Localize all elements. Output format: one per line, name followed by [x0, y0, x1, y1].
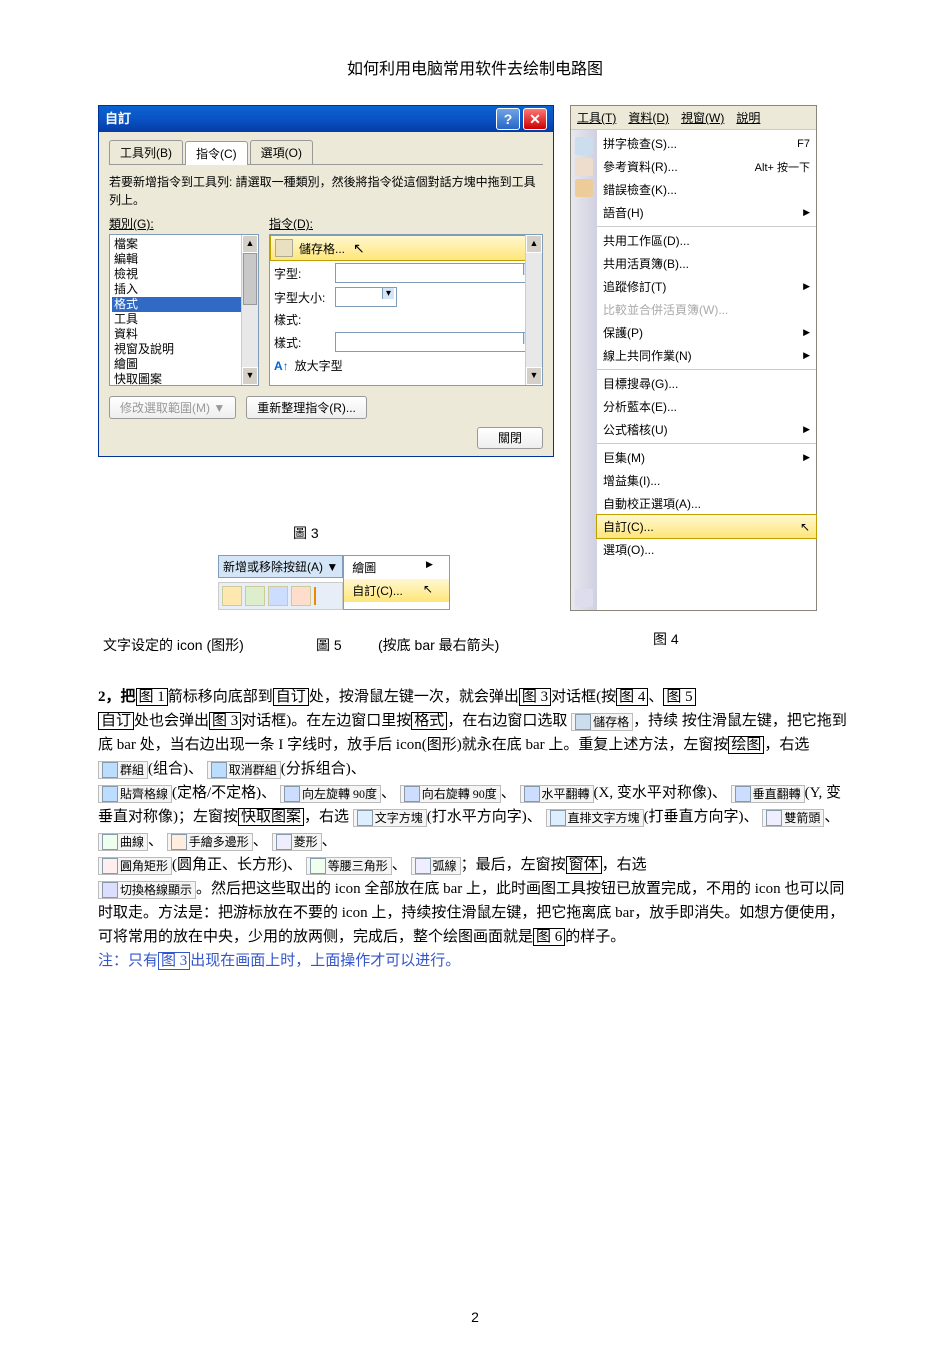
- add-remove-dropdown[interactable]: 新增或移除按鈕(A) ▼: [218, 555, 343, 578]
- cursor-icon: ↖: [353, 240, 365, 257]
- popup-menu: 繪圖▶ 自訂(C)...↖: [343, 555, 450, 610]
- freeform-icon: [171, 834, 187, 850]
- menu-item[interactable]: 拼字檢查(S)...F7: [597, 132, 816, 155]
- menu-item[interactable]: 共用工作區(D)...: [597, 229, 816, 252]
- menu-item[interactable]: 自訂(C)...↖: [596, 514, 817, 539]
- curve-icon: [102, 834, 118, 850]
- menu-help[interactable]: 說明: [730, 106, 766, 129]
- research-icon: [575, 158, 593, 176]
- caption-arrow: (按底 bar 最右箭头): [378, 635, 499, 655]
- flip-h-icon: [524, 786, 540, 802]
- icon1[interactable]: [222, 586, 242, 606]
- close-icon[interactable]: ✕: [523, 108, 547, 130]
- instruction-text: 若要新增指令到工具列: 請選取一種類別，然後將指令從這個對話方塊中拖到工具列上。: [109, 173, 543, 209]
- tab-commands[interactable]: 指令(C): [185, 141, 248, 165]
- rotate-right-icon: [404, 786, 420, 802]
- doc-title: 如何利用电脑常用软件去绘制电路图: [0, 0, 950, 79]
- close-button[interactable]: 關閉: [477, 427, 543, 449]
- page-number: 2: [0, 1309, 950, 1325]
- category-label: 類別(G):: [109, 215, 259, 232]
- menu-item[interactable]: 線上共同作業(N)▶: [597, 344, 816, 367]
- textbox-icon: [357, 810, 373, 826]
- commands-listbox[interactable]: 儲存格... ↖ 字型: 字型大小: 樣式: 樣式: A↑ 放大字型 ▲: [269, 234, 543, 386]
- menu-item[interactable]: 參考資料(R)...Alt+ 按一下: [597, 155, 816, 178]
- font-combo[interactable]: [335, 263, 538, 283]
- reset-button[interactable]: 重新整理指令(R)...: [246, 396, 367, 419]
- save-cell-icon: [575, 714, 591, 730]
- menu-item[interactable]: 目標搜尋(G)...: [597, 372, 816, 395]
- triangle-icon: [310, 858, 326, 874]
- dialog-title: 自訂: [105, 106, 131, 132]
- popup-draw[interactable]: 繪圖▶: [344, 556, 449, 579]
- menu-item[interactable]: 共用活頁簿(B)...: [597, 252, 816, 275]
- autocorrect-icon: [575, 589, 593, 607]
- caption-fig4: 图 4: [653, 629, 679, 649]
- toolbar-icons: [218, 582, 343, 610]
- spellcheck-icon: [575, 137, 593, 155]
- menu-item[interactable]: 公式稽核(U)▶: [597, 418, 816, 441]
- category-listbox[interactable]: 檔案 編輯 檢視 插入 格式 工具 資料 視窗及說明 繪圖 快取圖案 圖表: [109, 234, 259, 386]
- menu-data[interactable]: 資料(D): [622, 106, 675, 129]
- diamond-icon: [276, 834, 292, 850]
- caption-fig5: 圖 5: [316, 635, 342, 655]
- cmd-save-cell[interactable]: 儲存格... ↖: [270, 235, 542, 261]
- customize-dialog: 自訂 ? ✕ 工具列(B) 指令(C) 選項(O) 若要新增指令到工具列: 請選…: [98, 105, 554, 457]
- caption-fig3: 圖 3: [293, 523, 319, 543]
- menu-item[interactable]: 追蹤修訂(T)▶: [597, 275, 816, 298]
- menu-item[interactable]: 語音(H)▶: [597, 201, 816, 224]
- menu-item: 比較並合併活頁簿(W)...: [597, 298, 816, 321]
- menu-item[interactable]: 錯誤檢查(K)...: [597, 178, 816, 201]
- menu-item[interactable]: 選項(O)...: [597, 538, 816, 561]
- ungroup-icon: [211, 762, 227, 778]
- rotate-left-icon: [284, 786, 300, 802]
- modify-button: 修改選取範圍(M) ▼: [109, 396, 236, 419]
- arc-icon: [415, 858, 431, 874]
- menu-item[interactable]: 自動校正選項(A)...: [597, 492, 816, 515]
- scrollbar[interactable]: ▲ ▼: [525, 235, 542, 385]
- tab-options[interactable]: 選項(O): [250, 140, 313, 164]
- menu-item[interactable]: 巨集(M)▶: [597, 446, 816, 469]
- icon4[interactable]: [291, 586, 311, 606]
- popup-customize[interactable]: 自訂(C)...↖: [344, 579, 449, 602]
- vtext-icon: [550, 810, 566, 826]
- menu-tools[interactable]: 工具(T): [571, 106, 622, 129]
- tab-toolbars[interactable]: 工具列(B): [109, 140, 183, 164]
- scrollbar[interactable]: ▲ ▼: [241, 235, 258, 385]
- icon2[interactable]: [245, 586, 265, 606]
- cell-icon: [275, 239, 293, 257]
- snap-icon: [102, 786, 118, 802]
- body-text: 2，把图 1箭标移向底部到自订处，按滑鼠左键一次，就会弹出图 3对话框(按图 4…: [98, 685, 848, 973]
- tools-menu: 工具(T) 資料(D) 視窗(W) 說明 拼字檢查(S)...F7參考資料(R)…: [570, 105, 817, 611]
- help-button[interactable]: ?: [496, 108, 520, 130]
- gridlines-icon: [102, 882, 118, 898]
- style-combo[interactable]: [335, 332, 538, 352]
- flip-v-icon: [735, 786, 751, 802]
- caption-icon-text: 文字设定的 icon (图形): [103, 635, 244, 655]
- menu-item[interactable]: 保護(P)▶: [597, 321, 816, 344]
- errorcheck-icon: [575, 179, 593, 197]
- menu-item[interactable]: 分析藍本(E)...: [597, 395, 816, 418]
- double-arrow-icon: [766, 810, 782, 826]
- commands-label: 指令(D):: [269, 215, 543, 232]
- group-icon: [102, 762, 118, 778]
- fontsize-combo[interactable]: [335, 287, 397, 307]
- menu-window[interactable]: 視窗(W): [675, 106, 730, 129]
- icon3[interactable]: [268, 586, 288, 606]
- roundrect-icon: [102, 858, 118, 874]
- cmd-bigfont[interactable]: A↑ 放大字型: [270, 354, 542, 377]
- menu-item[interactable]: 增益集(I)...: [597, 469, 816, 492]
